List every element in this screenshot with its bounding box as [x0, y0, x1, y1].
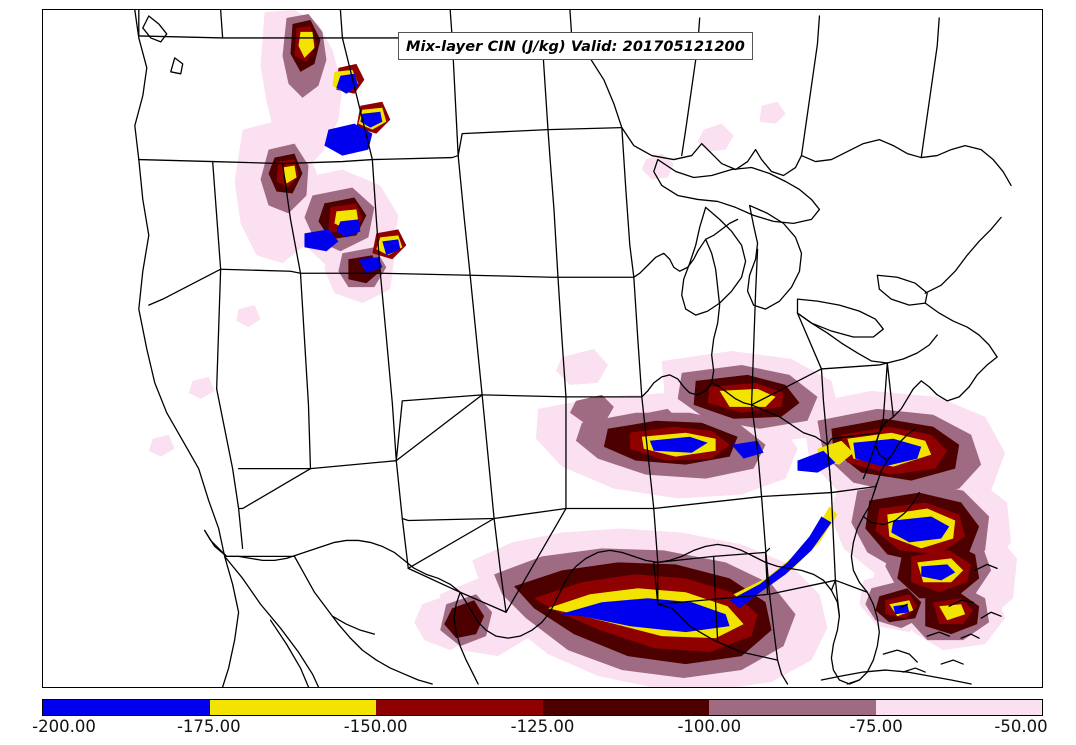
- colorbar-band-maroon: [542, 700, 709, 715]
- colorbar-tick--200: -200.00: [32, 717, 96, 736]
- colorbar-band-yellow: [209, 700, 376, 715]
- colorbar-band-blue: [43, 700, 210, 715]
- map-title-box: Mix-layer CIN (J/kg) Valid: 201705121200: [398, 32, 753, 60]
- colorbar-band-mauve: [709, 700, 876, 715]
- map-title: Mix-layer CIN (J/kg) Valid: 201705121200: [406, 39, 745, 55]
- colorbar-tick--125: -125.00: [510, 717, 575, 736]
- colorbar-tick--150: -150.00: [343, 717, 408, 736]
- colorbar-tick-labels: -200.00 -175.00 -150.00 -125.00 -100.00 -75.0…: [0, 717, 1076, 743]
- colorbar: [42, 699, 1043, 716]
- map-canvas: [134, 10, 1018, 687]
- colorbar-tick--100: -100.00: [677, 717, 742, 736]
- colorbar-band-pale-pink: [875, 700, 1042, 715]
- map-panel: Mix-layer CIN (J/kg) Valid: 201705121200: [42, 9, 1043, 688]
- colorbar-tick--175: -175.00: [176, 717, 241, 736]
- map-linework: [134, 10, 1012, 687]
- colorbar-band-dark-red: [376, 700, 543, 715]
- colorbar-tick--75: -75.00: [849, 717, 903, 736]
- colorbar-tick--50: -50.00: [994, 717, 1048, 736]
